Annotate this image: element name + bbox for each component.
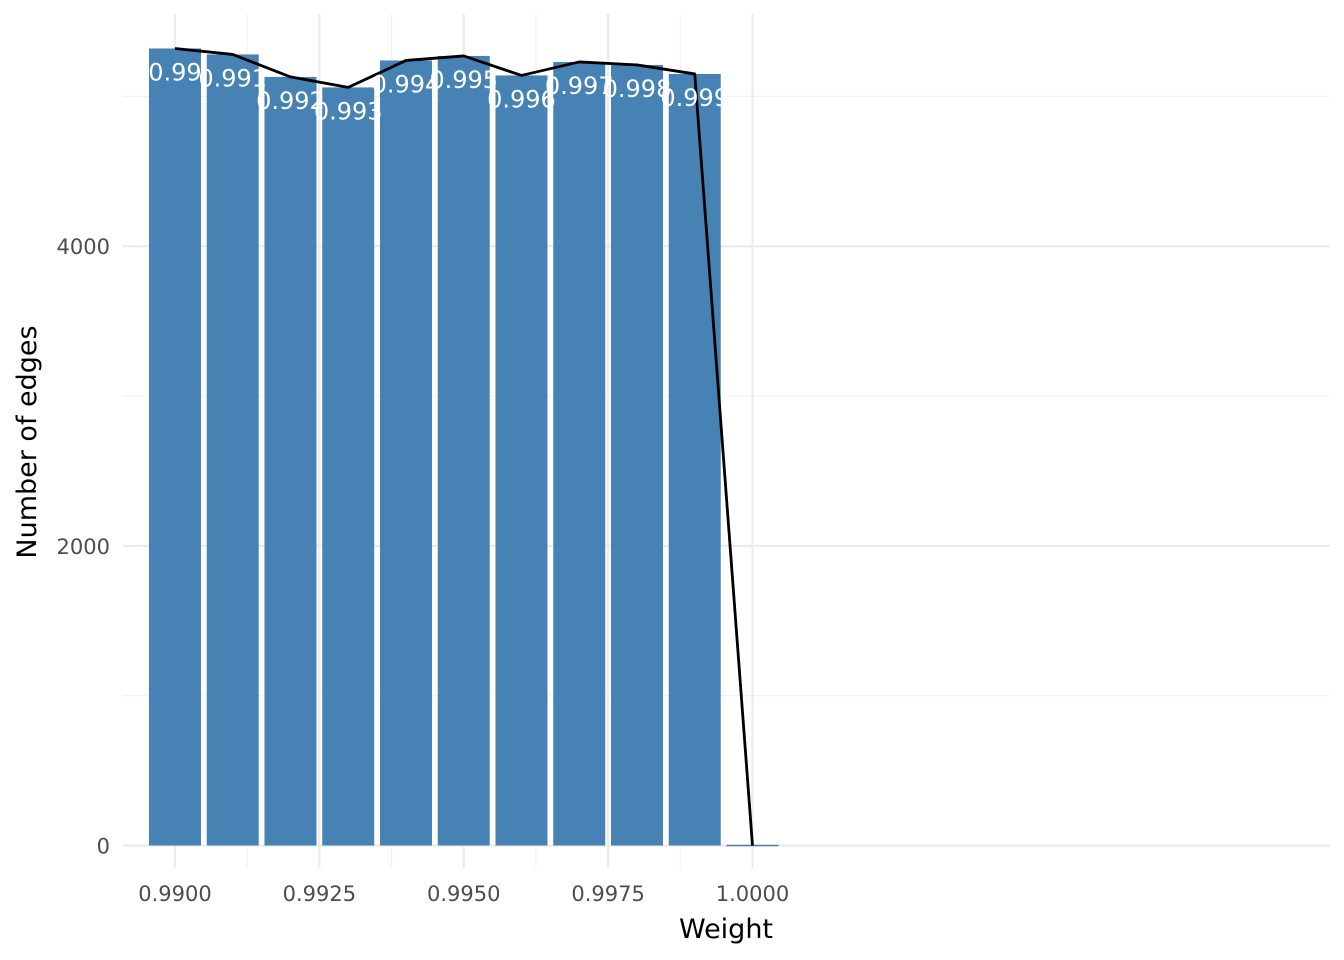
- bar-value-label: 0.993: [314, 97, 383, 125]
- bar-value-label: 0.999: [660, 84, 729, 112]
- y-axis-title: Number of edges: [12, 325, 43, 558]
- x-tick-label: 0.9925: [283, 882, 356, 906]
- bar-value-label: 0.995: [429, 66, 498, 94]
- bar-labels: 0.990.9910.9920.9930.9940.9950.9960.9970…: [148, 58, 729, 125]
- bar: [610, 64, 663, 846]
- bar-value-label: 0.996: [487, 85, 556, 113]
- x-tick-label: 0.9975: [571, 882, 644, 906]
- x-tick-label: 1.0000: [716, 882, 789, 906]
- bar-value-label: 0.992: [256, 87, 325, 115]
- bar: [148, 48, 201, 846]
- bar: [553, 61, 606, 846]
- bars: [148, 48, 779, 847]
- bar: [322, 87, 375, 846]
- trend-line-layer: [174, 47, 754, 846]
- bar: [437, 55, 490, 846]
- x-axis-title: Weight: [679, 914, 773, 945]
- y-tick-label: 4000: [57, 235, 110, 259]
- bar: [264, 76, 317, 846]
- bar-value-label: 0.994: [372, 70, 441, 98]
- trend-line: [174, 47, 754, 846]
- x-tick-label: 0.9900: [138, 882, 211, 906]
- axes: 0 2000 4000 0.9900 0.9925 0.9950 0.9975 1.0000: [57, 235, 790, 906]
- bar-value-label: 0.997: [545, 72, 614, 100]
- bar: [206, 54, 259, 846]
- bar-value-label: 0.991: [198, 64, 267, 92]
- bar: [379, 60, 432, 846]
- bar: [726, 844, 779, 847]
- bar: [668, 73, 721, 846]
- bar-value-label: 0.99: [148, 58, 201, 86]
- x-tick-label: 0.9950: [427, 882, 500, 906]
- bar: [495, 75, 548, 846]
- y-tick-label: 2000: [57, 535, 110, 559]
- bar-value-label: 0.998: [603, 75, 672, 103]
- y-tick-label: 0: [97, 835, 110, 859]
